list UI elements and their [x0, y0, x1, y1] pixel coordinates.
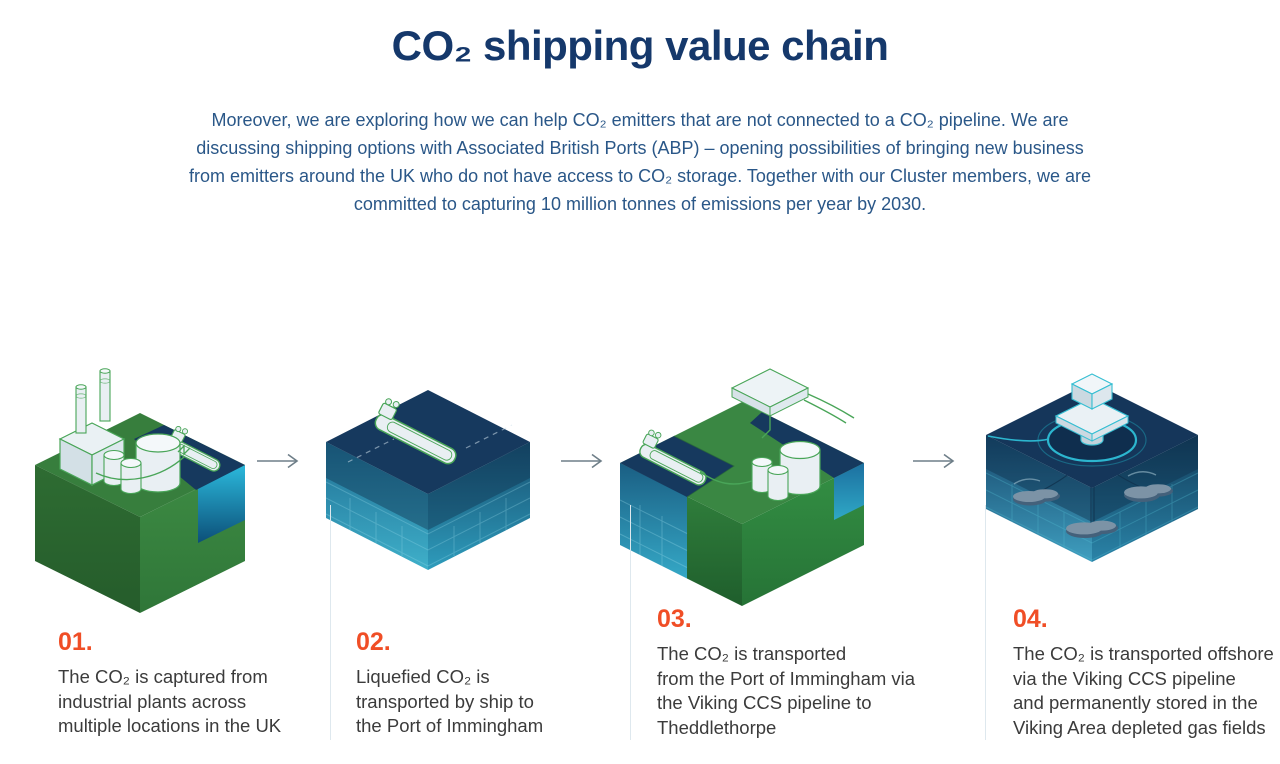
step-1: 01. The CO₂ is captured from industrial …	[58, 630, 308, 739]
warehouse-icon	[730, 368, 810, 417]
step-3: 03. The CO₂ is transported from the Port…	[657, 607, 947, 740]
gas-field-blob	[1013, 489, 1060, 506]
illustration-co2-carrier-ship-at-sea	[325, 390, 531, 570]
chimney-icon	[75, 368, 111, 434]
blob-flow-arcs	[1013, 471, 1157, 485]
storage-tanks-icon	[751, 440, 821, 502]
water-cross-section	[834, 463, 864, 520]
seabed-grid	[619, 499, 688, 568]
step-description: Liquefied CO₂ is transported by ship to …	[356, 666, 544, 736]
water-cross-section	[198, 465, 245, 543]
offshore-platform-icon	[1054, 373, 1130, 446]
sea-cube	[325, 390, 531, 570]
illustration-port-terminal	[619, 368, 864, 606]
step-description: The CO₂ is transported offshore via the …	[1013, 643, 1274, 738]
cargo-ship-icon	[374, 398, 457, 465]
column-divider	[330, 505, 331, 740]
step-number: 03.	[657, 605, 692, 633]
seabed-grid	[325, 481, 531, 567]
intro-paragraph: Moreover, we are exploring how we can he…	[188, 110, 1092, 214]
illustration-industrial-capture-site	[35, 368, 245, 613]
cargo-ship-icon	[639, 429, 707, 486]
step-2: 02. Liquefied CO₂ is transported by ship…	[356, 630, 596, 739]
step-number: 04.	[1013, 605, 1048, 633]
flow-arrow-icon	[913, 453, 955, 469]
quay-edge	[673, 435, 735, 498]
gas-field-blob	[1124, 484, 1173, 502]
incoming-pipeline	[987, 435, 1050, 442]
flow-arrow-icon	[561, 453, 603, 469]
flow-arrow-icon	[257, 453, 299, 469]
step-description: The CO₂ is transported from the Port of …	[657, 643, 916, 738]
loading-arm-icon	[177, 444, 191, 456]
step-4: 04. The CO₂ is transported offshore via …	[1013, 607, 1279, 740]
route-dashed-line	[347, 424, 513, 463]
step-number: 02.	[356, 628, 391, 656]
step-number: 01.	[58, 628, 93, 656]
illustration-offshore-storage-platform	[985, 373, 1199, 562]
column-divider	[985, 505, 986, 740]
storage-tanks-icon	[103, 433, 181, 495]
column-divider	[630, 505, 631, 740]
page-title: CO₂ shipping value chain	[391, 22, 889, 69]
loading-pipeline	[95, 456, 185, 481]
step-description: The CO₂ is captured from industrial plan…	[58, 666, 282, 736]
gas-field-blob	[1066, 520, 1118, 538]
